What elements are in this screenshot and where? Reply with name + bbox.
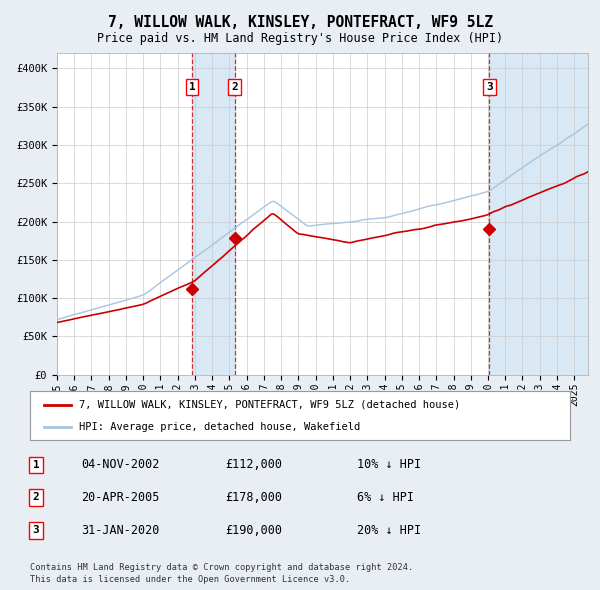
Text: 3: 3 xyxy=(32,526,40,535)
Bar xyxy=(192,53,235,375)
Text: 7, WILLOW WALK, KINSLEY, PONTEFRACT, WF9 5LZ (detached house): 7, WILLOW WALK, KINSLEY, PONTEFRACT, WF9… xyxy=(79,399,460,409)
Text: 6% ↓ HPI: 6% ↓ HPI xyxy=(357,491,414,504)
Text: 04-NOV-2002: 04-NOV-2002 xyxy=(81,458,160,471)
Text: £178,000: £178,000 xyxy=(225,491,282,504)
Bar xyxy=(490,53,588,375)
Text: 10% ↓ HPI: 10% ↓ HPI xyxy=(357,458,421,471)
Text: This data is licensed under the Open Government Licence v3.0.: This data is licensed under the Open Gov… xyxy=(30,575,350,584)
Text: 20-APR-2005: 20-APR-2005 xyxy=(81,491,160,504)
Text: 2: 2 xyxy=(32,493,40,502)
Text: Price paid vs. HM Land Registry's House Price Index (HPI): Price paid vs. HM Land Registry's House … xyxy=(97,32,503,45)
Text: 3: 3 xyxy=(486,82,493,92)
Text: 2: 2 xyxy=(231,82,238,92)
Text: £190,000: £190,000 xyxy=(225,524,282,537)
Text: 20% ↓ HPI: 20% ↓ HPI xyxy=(357,524,421,537)
Text: HPI: Average price, detached house, Wakefield: HPI: Average price, detached house, Wake… xyxy=(79,422,360,432)
Text: 1: 1 xyxy=(32,460,40,470)
Text: £112,000: £112,000 xyxy=(225,458,282,471)
Text: Contains HM Land Registry data © Crown copyright and database right 2024.: Contains HM Land Registry data © Crown c… xyxy=(30,563,413,572)
Text: 1: 1 xyxy=(189,82,196,92)
Text: 31-JAN-2020: 31-JAN-2020 xyxy=(81,524,160,537)
Text: 7, WILLOW WALK, KINSLEY, PONTEFRACT, WF9 5LZ: 7, WILLOW WALK, KINSLEY, PONTEFRACT, WF9… xyxy=(107,15,493,30)
